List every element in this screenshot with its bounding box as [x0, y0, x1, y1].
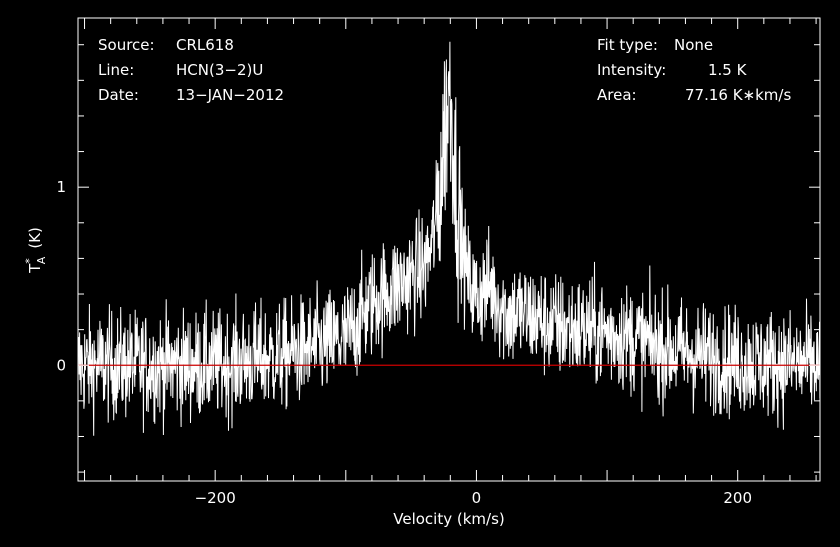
x-axis-label: Velocity (km/s): [393, 510, 504, 528]
line-label: Line:: [98, 61, 134, 79]
intensity-label: Intensity:: [597, 61, 666, 79]
area-value: 77.16 K∗km/s: [685, 86, 791, 104]
y-tick-label: 1: [56, 178, 66, 196]
plot-frame: [77, 17, 821, 482]
fit-type-label: Fit type:: [597, 36, 658, 54]
date-label: Date:: [98, 86, 139, 104]
source-value: CRL618: [176, 36, 234, 54]
area-label: Area:: [597, 86, 637, 104]
line-value: HCN(3−2)U: [176, 61, 263, 79]
x-tick-label: 200: [723, 489, 752, 507]
y-axis-label: T*A (K): [23, 227, 48, 274]
source-label: Source:: [98, 36, 155, 54]
y-axis-label-main: T: [26, 263, 44, 274]
y-tick-label: 0: [56, 356, 66, 374]
spectrum-line: [78, 41, 820, 436]
svg-text:T*A(K): T*A (K): [23, 227, 48, 274]
x-tick-label: 0: [472, 489, 482, 507]
y-axis-label-unit: (K): [26, 227, 44, 249]
intensity-value: 1.5 K: [708, 61, 748, 79]
y-axis-label-sup: *: [23, 258, 36, 264]
fit-type-value: None: [674, 36, 713, 54]
y-axis-label-sub: A: [35, 256, 48, 264]
x-tick-label: −200: [195, 489, 236, 507]
date-value: 13−JAN−2012: [176, 86, 284, 104]
